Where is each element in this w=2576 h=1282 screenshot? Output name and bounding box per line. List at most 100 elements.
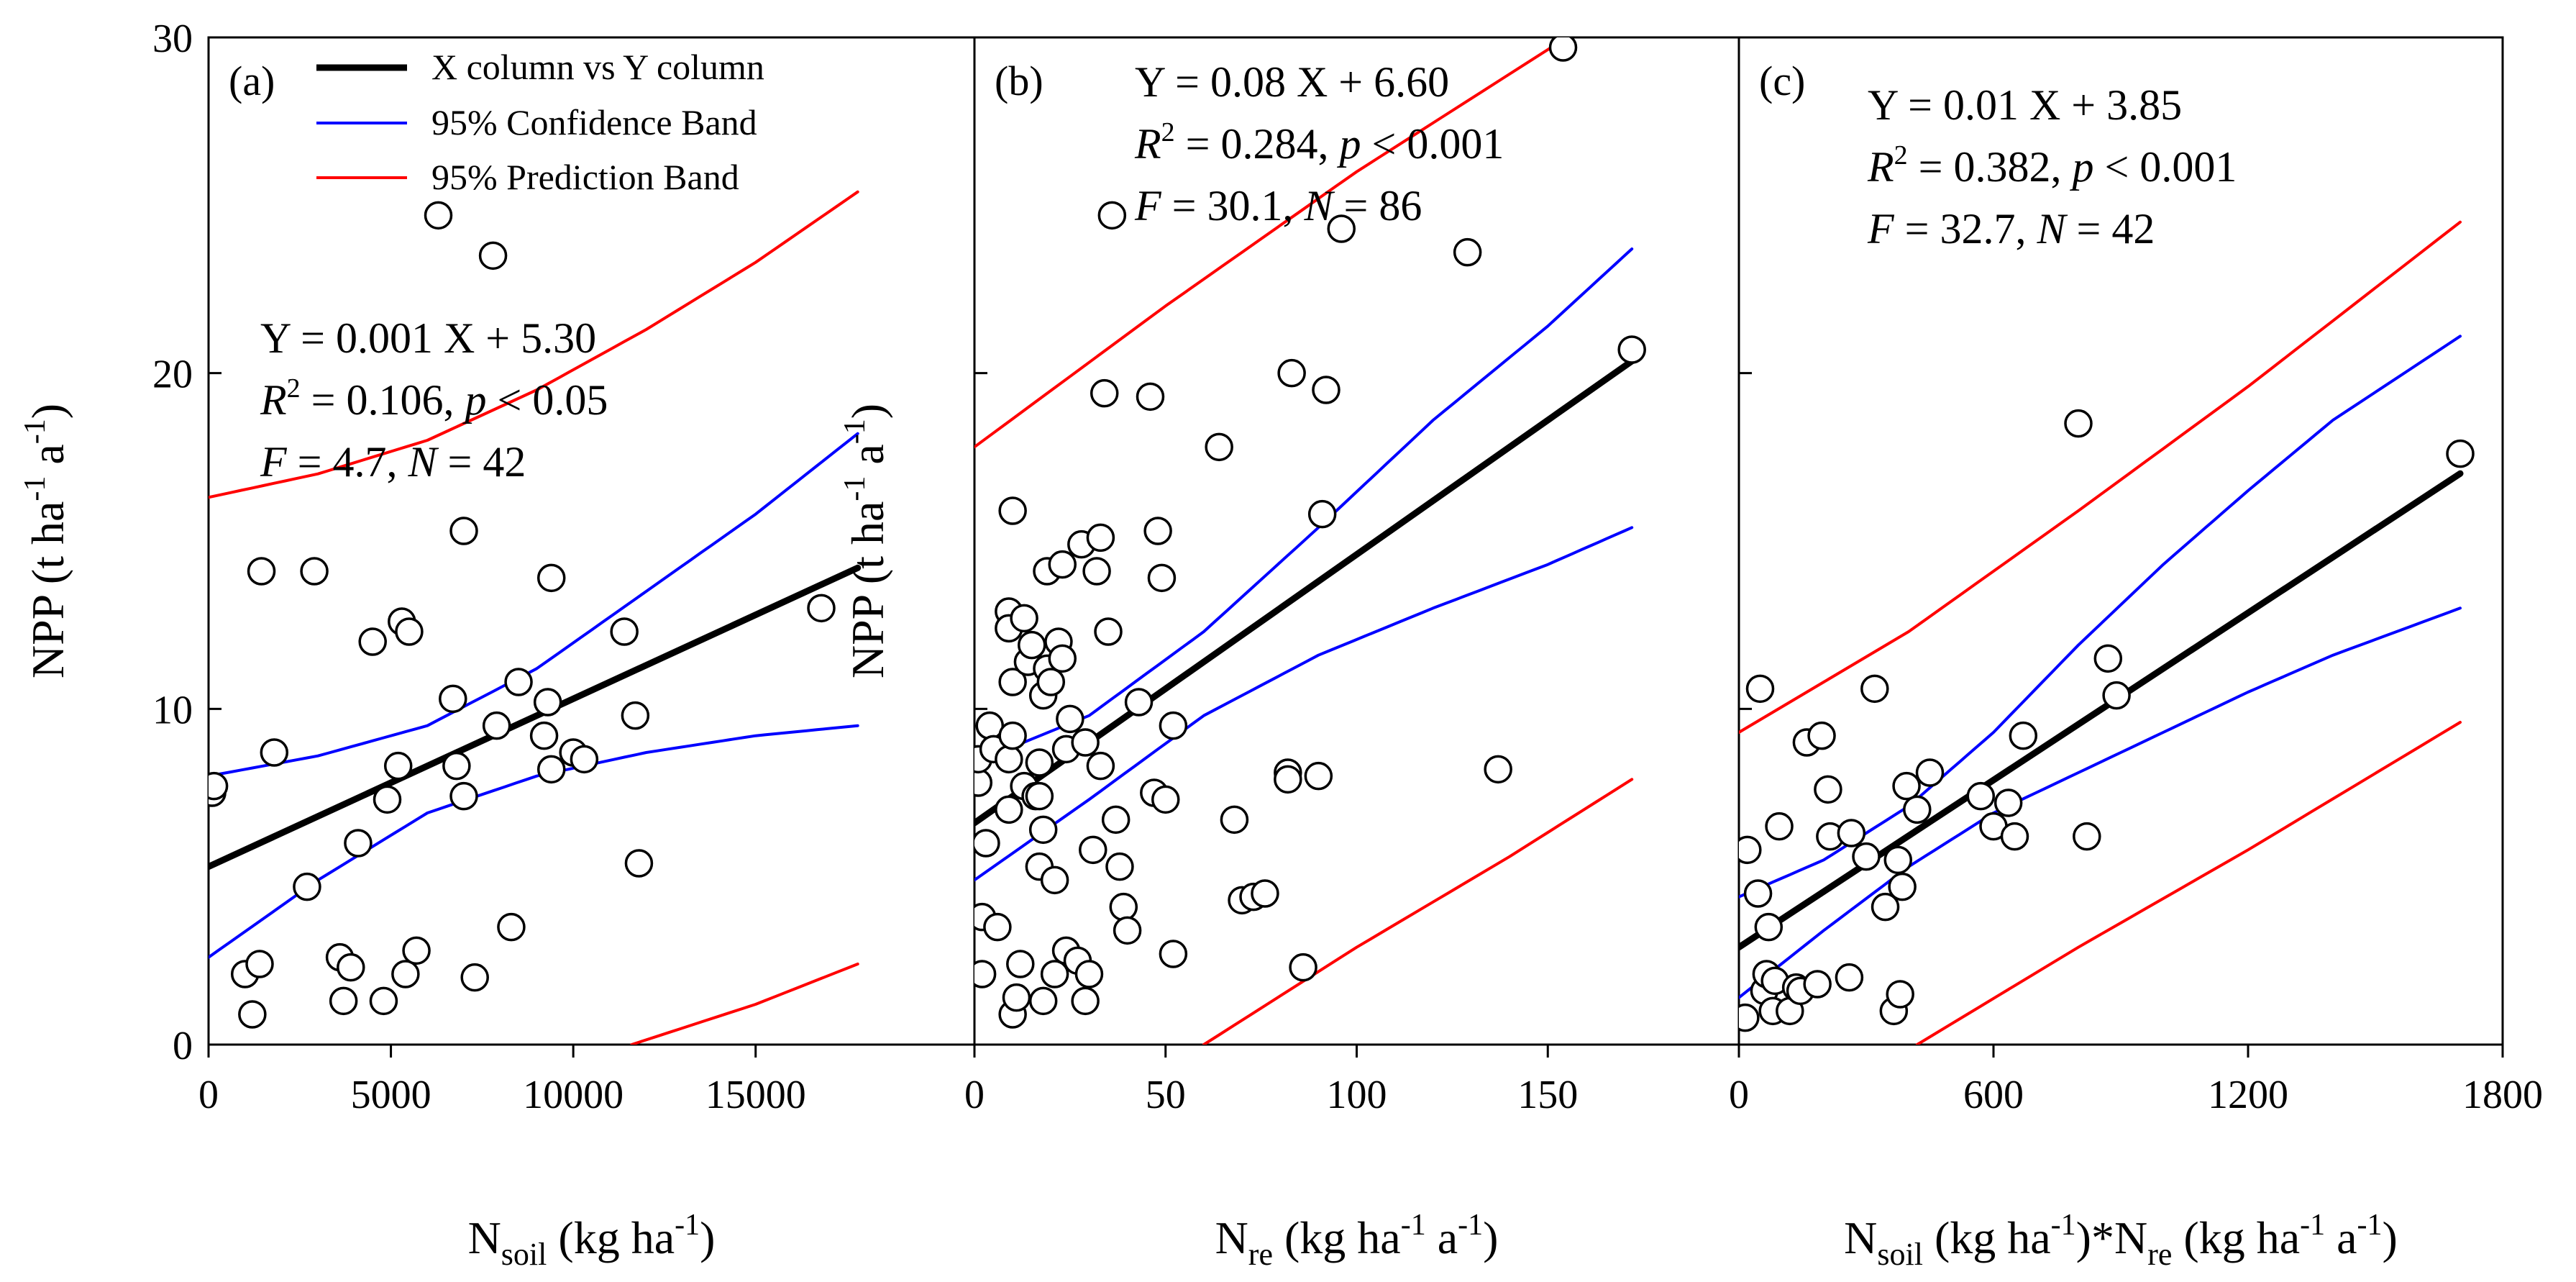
data-point xyxy=(1915,758,1945,787)
p-value: < 0.001 xyxy=(1361,120,1504,168)
legend-label: X column vs Y column xyxy=(431,47,764,87)
r-squared-value: = 0.382, xyxy=(1908,143,2073,191)
data-point xyxy=(1048,644,1077,673)
data-point xyxy=(624,849,654,878)
data-point xyxy=(1040,960,1069,988)
data-point xyxy=(247,557,276,586)
data-point xyxy=(1966,781,1996,811)
data-point xyxy=(1143,517,1172,545)
f-n-line: F = 4.7, N = 42 xyxy=(260,438,526,486)
r-symbol: R xyxy=(1867,143,1894,191)
plot-area xyxy=(974,37,1646,1045)
n-value: = 86 xyxy=(1333,182,1422,229)
data-point xyxy=(383,751,413,781)
y-label-sup2: -1 xyxy=(19,419,52,444)
data-point xyxy=(998,668,1027,696)
data-point xyxy=(1071,728,1100,757)
panel-1: 0 10 20 30 0 5000 10000 15000 (a) Y = 0.001 X + 5… xyxy=(152,17,976,1272)
y-tick-label: 30 xyxy=(152,17,193,61)
data-point xyxy=(1814,775,1842,804)
data-point xyxy=(2093,644,2123,673)
y-axis-label: NPP (t ha-1 a-1) xyxy=(19,404,73,678)
confidence-band-lower xyxy=(1739,606,2462,999)
data-point xyxy=(995,795,1023,824)
data-point xyxy=(2009,721,2038,750)
x-label-sup: -1 xyxy=(2051,1209,2076,1242)
plot-area xyxy=(1739,220,2475,1045)
data-point xyxy=(1090,378,1119,408)
r-squared-line: R2 = 0.284, p < 0.001 xyxy=(1134,117,1504,168)
data-point xyxy=(1159,711,1188,740)
data-point xyxy=(1745,674,1775,704)
legend-label: 95% Confidence Band xyxy=(431,102,757,142)
data-point xyxy=(983,912,1012,942)
data-point xyxy=(1888,872,1917,901)
x-label-sup: -1 xyxy=(1401,1209,1426,1242)
data-point xyxy=(1094,617,1123,646)
data-point xyxy=(1860,674,1889,704)
plot-frame xyxy=(1737,36,2504,1046)
data-point xyxy=(1739,835,1762,865)
x-tick-label: 600 xyxy=(1963,1073,2024,1117)
prediction-band-lower xyxy=(1915,721,2462,1045)
data-point xyxy=(529,721,559,750)
data-point xyxy=(1289,953,1317,982)
data-point xyxy=(1886,980,1914,1009)
legend: X column vs Y column 95% Confidence Band 9… xyxy=(316,47,764,197)
data-point xyxy=(238,1000,267,1029)
data-point xyxy=(998,721,1027,750)
y-label-sup2: -1 xyxy=(839,419,872,444)
data-point xyxy=(344,829,373,858)
data-point xyxy=(807,594,836,623)
p-value: < 0.05 xyxy=(487,376,608,424)
data-point xyxy=(974,960,997,988)
panel-label: (b) xyxy=(995,58,1043,104)
data-point xyxy=(1312,376,1340,404)
data-point xyxy=(402,936,431,965)
regression-line xyxy=(209,564,862,870)
data-point xyxy=(449,517,478,545)
data-point xyxy=(2000,822,2029,851)
data-point xyxy=(329,986,358,1016)
confidence-band-upper xyxy=(1739,335,2462,899)
data-point xyxy=(1124,688,1154,717)
data-point xyxy=(1086,751,1115,781)
data-point xyxy=(1327,214,1356,243)
data-point xyxy=(293,872,321,901)
data-point xyxy=(1743,879,1773,908)
x-axis-label: Nsoil (kg ha-1)*Nre (kg ha-1 a-1) xyxy=(1844,1209,2398,1272)
data-point xyxy=(2064,409,2093,438)
data-point xyxy=(442,751,471,781)
x-tick-label: 0 xyxy=(1729,1073,1749,1117)
p-value: < 0.001 xyxy=(2094,143,2237,191)
data-point xyxy=(1892,771,1921,801)
data-point xyxy=(1883,845,1912,875)
data-point xyxy=(1277,358,1306,388)
n-symbol: N xyxy=(2037,205,2068,253)
data-point xyxy=(1017,630,1046,660)
x-tick-label: 50 xyxy=(1146,1073,1186,1117)
data-point xyxy=(621,701,650,730)
r-squared-line: R2 = 0.106, p < 0.05 xyxy=(260,373,608,424)
data-point xyxy=(504,668,533,696)
x-tick-label: 0 xyxy=(964,1073,985,1117)
confidence-band-upper xyxy=(974,247,1634,764)
data-point xyxy=(1739,1003,1760,1032)
x-label-sup2: -1 xyxy=(2300,1209,2325,1242)
p-symbol: p xyxy=(462,376,487,424)
data-point xyxy=(1028,815,1058,845)
data-point xyxy=(300,557,329,586)
legend-label: 95% Prediction Band xyxy=(431,157,739,197)
f-symbol: F xyxy=(260,438,288,486)
x-tick-label: 5000 xyxy=(351,1073,431,1117)
data-point xyxy=(1220,805,1249,835)
x-label-main: N xyxy=(468,1212,501,1263)
y-label-mid: a xyxy=(22,444,73,476)
x-tick-label: 1800 xyxy=(2462,1073,2543,1117)
p-symbol: p xyxy=(1337,120,1361,168)
x-axis-label: Nre (kg ha-1 a-1) xyxy=(1215,1209,1499,1272)
f-symbol: F xyxy=(1867,205,1895,253)
x-tick-label: 10000 xyxy=(523,1073,624,1117)
data-point xyxy=(1074,960,1104,988)
